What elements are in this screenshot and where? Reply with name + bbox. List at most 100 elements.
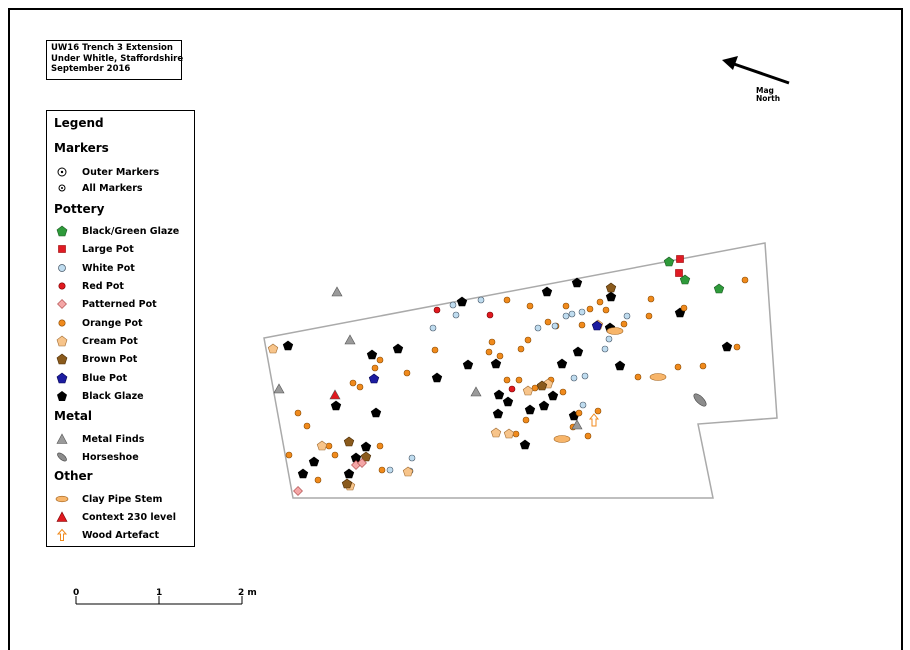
finds-layer — [267, 255, 749, 496]
orange-pot-find — [496, 352, 504, 360]
white-pot-find — [534, 324, 542, 332]
arrow-head-icon — [722, 56, 738, 70]
legend-item-all-markers: All Markers — [55, 181, 143, 195]
metal-find — [470, 386, 482, 397]
green-pot-find — [713, 283, 725, 294]
legend-item-patterned-pot: Patterned Pot — [55, 297, 157, 311]
green-pentagon-icon — [55, 224, 69, 238]
legend-item-horseshoe: Horseshoe — [55, 450, 139, 464]
white-pot-find — [579, 401, 587, 409]
black-glaze-find — [492, 408, 504, 419]
orange-pot-find — [349, 379, 357, 387]
orange-pot-find — [431, 346, 439, 354]
orange-pot-find — [733, 343, 741, 351]
orange-pot-find — [517, 345, 525, 353]
legend-item-clay-pipe-stem: Clay Pipe Stem — [55, 492, 162, 506]
cream-pentagon-icon — [55, 334, 69, 348]
blue-pentagon-icon — [55, 371, 69, 385]
orange-pot-find — [544, 318, 552, 326]
orange-pot-find — [294, 409, 302, 417]
legend-group-other: Other — [54, 469, 93, 483]
black-glaze-find — [547, 390, 559, 401]
orange-pot-find — [356, 383, 364, 391]
black-glaze-find — [366, 349, 378, 360]
title-line-2: Under Whitle, Staffordshire — [51, 53, 184, 64]
map-frame — [8, 8, 903, 650]
title-line-1: UW16 Trench 3 Extension — [51, 43, 173, 53]
brown-pot-find — [343, 436, 355, 447]
red-triangle-icon — [55, 510, 69, 524]
red-square-icon — [55, 242, 69, 256]
blue-pot-find — [591, 320, 603, 331]
legend-item-red-pot: Red Pot — [55, 279, 124, 293]
orange-pot-find — [699, 362, 707, 370]
grey-ellipse-icon — [55, 450, 69, 464]
metal-find — [344, 334, 356, 345]
black-glaze-find — [519, 439, 531, 450]
legend-box: Legend Markers Outer Markers All Markers… — [46, 110, 195, 547]
title-line-3: September 2016 — [51, 64, 131, 74]
legend-label: Patterned Pot — [82, 298, 157, 310]
orange-pot-find — [314, 476, 322, 484]
white-pot-find — [449, 301, 457, 309]
orange-pot-find — [371, 364, 379, 372]
black-glaze-find — [282, 340, 294, 351]
orange-pot-find — [403, 369, 411, 377]
metal-find — [273, 383, 285, 394]
metal-find — [571, 419, 583, 430]
white-pot-find — [578, 308, 586, 316]
orange-pot-find — [325, 442, 333, 450]
orange-pot-find — [378, 466, 386, 474]
orange-pot-find — [647, 295, 655, 303]
orange-pot-find — [578, 321, 586, 329]
orange-pot-find — [674, 363, 682, 371]
legend-label: Black/Green Glaze — [82, 225, 180, 237]
context-230-find — [329, 389, 341, 400]
orange-pot-find — [503, 376, 511, 384]
orange-pot-find — [376, 356, 384, 364]
metal-find — [331, 286, 343, 297]
black-glaze-find — [572, 346, 584, 357]
legend-group-metal: Metal — [54, 409, 93, 423]
orange-pot-find — [285, 451, 293, 459]
orange-pot-find — [584, 432, 592, 440]
black-glaze-find — [330, 400, 342, 411]
orange-pot-find — [680, 304, 688, 312]
legend-label: Metal Finds — [82, 433, 145, 445]
legend-label: Red Pot — [82, 280, 124, 292]
brown-pot-find — [360, 451, 372, 462]
white-pot-find — [429, 324, 437, 332]
white-circle-icon — [55, 261, 69, 275]
legend-label: Outer Markers — [82, 166, 160, 178]
cream-pot-find — [522, 385, 534, 396]
legend-item-outer-markers: Outer Markers — [55, 165, 159, 179]
black-glaze-find — [571, 277, 583, 288]
orange-pot-find — [512, 430, 520, 438]
cream-pot-find — [490, 427, 502, 438]
legend-item-black-glaze: Black Glaze — [55, 389, 144, 403]
orange-pot-find — [596, 298, 604, 306]
white-pot-find — [570, 374, 578, 382]
white-pot-find — [452, 311, 460, 319]
clay-pipe-find — [553, 435, 571, 443]
orange-pot-find — [488, 338, 496, 346]
outer-marker-icon — [55, 165, 69, 179]
orange-pot-find — [575, 409, 583, 417]
black-glaze-find — [721, 341, 733, 352]
legend-label: Orange Pot — [82, 317, 143, 329]
black-glaze-find — [370, 407, 382, 418]
black-glaze-find — [490, 358, 502, 369]
legend-label: Context 230 level — [82, 511, 176, 523]
white-pot-find — [605, 335, 613, 343]
orange-pot-find — [503, 296, 511, 304]
scale-label-0: 0 — [73, 588, 80, 598]
legend-item-wood-artefact: Wood Artefact — [55, 528, 159, 542]
orange-ellipse-icon — [55, 492, 69, 506]
black-glaze-find — [556, 358, 568, 369]
blue-pot-find — [368, 373, 380, 384]
green-pot-find — [663, 256, 675, 267]
legend-label: Cream Pot — [82, 335, 138, 347]
orange-pot-find — [376, 442, 384, 450]
orange-pot-find — [485, 348, 493, 356]
